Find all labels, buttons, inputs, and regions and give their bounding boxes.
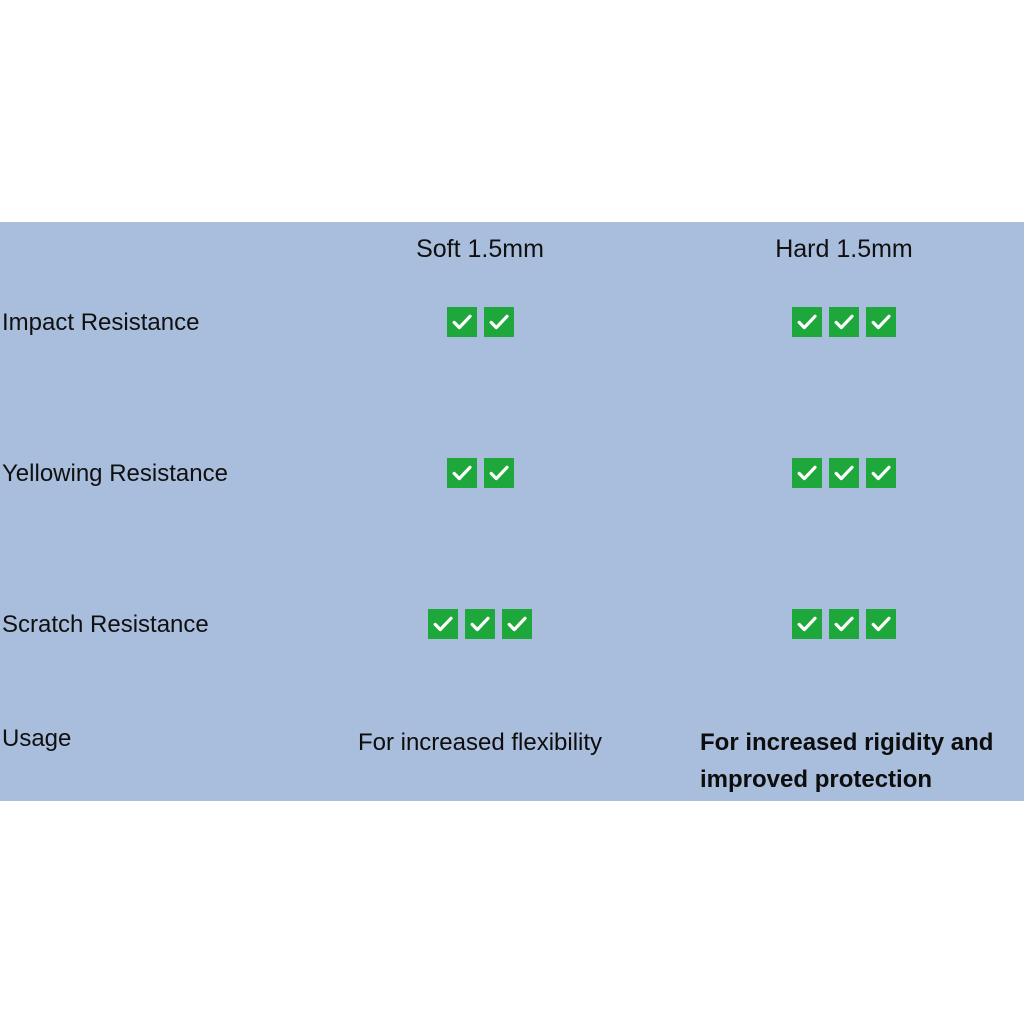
rating-cell-yellowing-soft (330, 458, 630, 488)
column-header-soft: Soft 1.5mm (416, 235, 544, 263)
check-icon (792, 609, 822, 639)
table-row: Impact Resistance (0, 307, 1024, 459)
check-icon (829, 609, 859, 639)
usage-text-hard: For increased rigidity and improved prot… (700, 729, 994, 793)
comparison-table-panel: Soft 1.5mm Hard 1.5mm Impact Resistance … (0, 222, 1024, 801)
comparison-grid: Soft 1.5mm Hard 1.5mm Impact Resistance … (0, 222, 1024, 801)
table-row: Yellowing Resistance (0, 458, 1024, 610)
check-icon (465, 609, 495, 639)
check-icon (428, 609, 458, 639)
table-row: Scratch Resistance (0, 609, 1024, 721)
check-icon (502, 609, 532, 639)
check-icon (483, 458, 514, 488)
row-label-yellowing-resistance: Yellowing Resistance (2, 460, 228, 487)
rating-cell-scratch-hard (694, 609, 994, 639)
check-icon (792, 307, 822, 337)
check-icon (829, 307, 859, 337)
check-icon (792, 458, 822, 488)
check-icon (829, 458, 859, 488)
check-icon (866, 609, 896, 639)
column-header-hard: Hard 1.5mm (775, 235, 913, 263)
table-row-usage: Usage For increased flexibility For incr… (0, 725, 1024, 801)
check-icon (866, 307, 896, 337)
rating-cell-impact-soft (330, 307, 630, 337)
row-label-usage: Usage (2, 725, 72, 752)
check-icon (483, 307, 514, 337)
check-icon (446, 307, 477, 337)
check-icon (446, 458, 477, 488)
table-header-row: Soft 1.5mm Hard 1.5mm (0, 222, 1024, 282)
rating-cell-impact-hard (694, 307, 994, 337)
row-label-scratch-resistance: Scratch Resistance (2, 611, 209, 638)
rating-cell-yellowing-hard (694, 458, 994, 488)
usage-text-soft: For increased flexibility (357, 729, 603, 756)
rating-cell-scratch-soft (330, 609, 630, 639)
row-label-impact-resistance: Impact Resistance (2, 309, 200, 336)
check-icon (866, 458, 896, 488)
